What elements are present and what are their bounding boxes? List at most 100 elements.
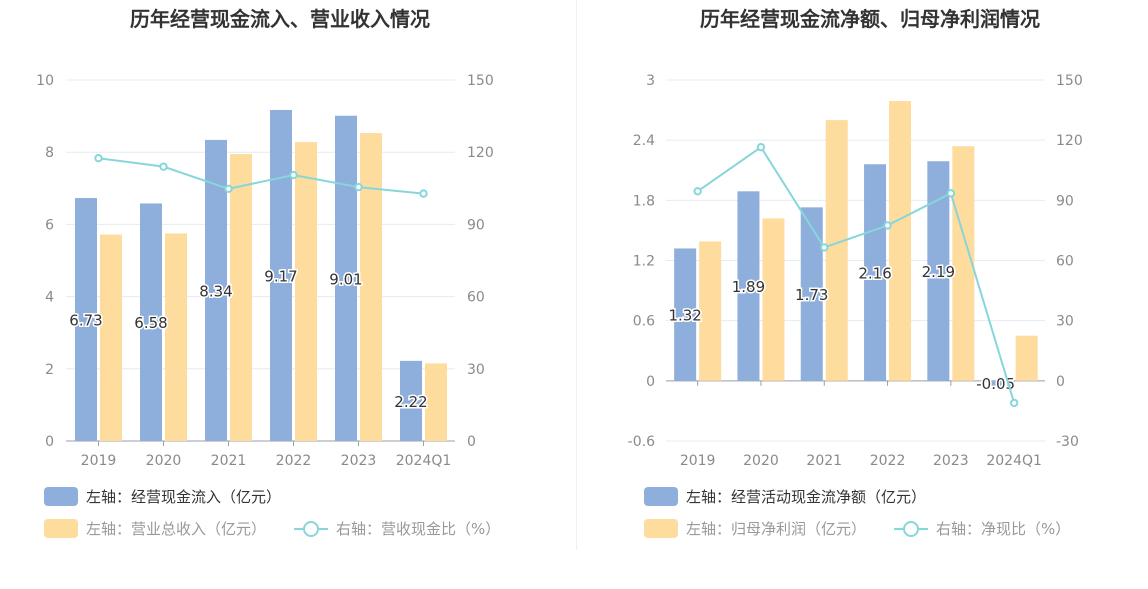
y-right-tick-label: 60: [1056, 254, 1074, 270]
bar-series-1: [990, 380, 1013, 386]
bar-series-2: [360, 133, 382, 441]
y-left-tick-label: 0: [646, 374, 655, 390]
bar-series-1: [927, 161, 950, 381]
bar-series-1: [335, 115, 357, 441]
y-left-tick-label: -0.6: [628, 434, 655, 450]
legend-label: 左轴：经营活动现金流净额（亿元）: [686, 488, 926, 506]
y-right-tick-label: 60: [467, 290, 485, 306]
legend-label: 左轴：经营现金流入（亿元）: [86, 488, 281, 506]
line-point: [1009, 398, 1019, 408]
bar-series-2: [952, 146, 975, 381]
data-label: 9.01: [329, 270, 362, 288]
legend-label: 右轴：净现比（%）: [936, 520, 1070, 538]
y-left-tick-label: 6: [45, 217, 54, 233]
bar-series-2: [295, 142, 317, 442]
legend-swatch-line-marker: [303, 521, 319, 537]
line-point: [756, 142, 766, 152]
bar-series-2: [425, 363, 447, 441]
line-series: [697, 145, 1016, 404]
y-right-tick-label: 150: [467, 73, 494, 89]
y-left-tick-label: 4: [45, 290, 54, 306]
data-label: 1.32: [668, 307, 701, 325]
line-point: [883, 221, 892, 230]
x-tick-label: 2024Q1: [396, 453, 452, 469]
x-tick-label: 2020: [146, 453, 182, 469]
chart-title: 历年经营现金流入、营业收入情况: [130, 7, 430, 31]
legend-label: 左轴：归母净利润（亿元）: [686, 520, 866, 538]
bar-series-1: [400, 360, 422, 441]
panel-divider: [576, 0, 577, 550]
y-left-tick-label: 2.4: [633, 133, 655, 149]
y-left-tick-label: 0: [45, 434, 54, 450]
line-point: [224, 184, 233, 193]
x-tick-label: 2022: [870, 453, 906, 469]
bar-series-2: [100, 234, 122, 441]
legend-swatch-line-marker: [903, 521, 919, 537]
line-point: [946, 189, 956, 198]
bar-series-2: [825, 120, 848, 381]
data-label: 1.89: [732, 278, 765, 296]
y-right-tick-label: 120: [467, 145, 494, 161]
bar-series-2: [165, 233, 187, 441]
cash-inflow-revenue-chart: 历年经营现金流入、营业收入情况 0 2 4 6 8 10 0 30 60 90 120 150 2019 6…: [36, 7, 500, 538]
line-point: [94, 154, 103, 163]
bar-series-2: [889, 101, 912, 381]
y-right-tick-label: 120: [1056, 133, 1083, 149]
net-cashflow-profit-chart: 历年经营现金流净额、归母净利润情况 -0.6 0 0.6 1.2 1.8 2.4 3 -30 0 3…: [574, 0, 1148, 589]
y-left-tick-label: 1.2: [633, 254, 655, 270]
x-tick-label: 2019: [680, 453, 716, 469]
y-right-tick-label: 90: [1056, 193, 1074, 209]
line-point: [289, 170, 298, 180]
legend-swatch-bar-2: [644, 519, 678, 538]
x-tick-label: 2021: [211, 453, 247, 469]
y-left-tick-label: 3: [646, 73, 655, 89]
x-tick-label: 2022: [276, 453, 312, 469]
y-left-tick-label: 0.6: [633, 314, 655, 330]
data-label: 2.22: [394, 393, 427, 411]
line-point: [419, 189, 428, 198]
line-point: [159, 162, 168, 171]
line-series: [98, 157, 424, 195]
bar-series-1: [864, 164, 887, 381]
chart-title: 历年经营现金流净额、归母净利润情况: [700, 7, 1040, 31]
data-label: 8.34: [199, 282, 232, 300]
line-point: [693, 187, 702, 196]
y-left-tick-label: 8: [45, 145, 54, 161]
y-left-tick-label: 10: [36, 73, 54, 89]
data-label: 6.73: [69, 312, 102, 330]
chart-canvas: 历年经营现金流入、营业收入情况 0 2 4 6 8 10 0 30 60 90 120 150 2019 6…: [36, 7, 500, 538]
x-tick-label: 2021: [806, 453, 842, 469]
legend-label: 左轴：营业总收入（亿元）: [86, 520, 266, 538]
bar-series-2: [699, 241, 722, 381]
bar-series-1: [800, 207, 823, 381]
data-label: 9.17: [264, 267, 297, 285]
y-right-tick-label: -30: [1056, 434, 1079, 450]
data-label: 6.58: [134, 314, 167, 332]
bar-series-2: [1015, 335, 1038, 381]
y-right-tick-label: 90: [467, 217, 485, 233]
y-right-tick-label: 30: [467, 362, 485, 378]
bar-series-1: [205, 139, 227, 441]
legend-label: 右轴：营收现金比（%）: [336, 520, 500, 538]
x-tick-label: 2019: [81, 453, 117, 469]
x-tick-label: 2024Q1: [986, 453, 1042, 469]
legend-swatch-bar-1: [644, 487, 678, 506]
data-label: 2.16: [858, 265, 891, 283]
bar-series-2: [230, 154, 252, 441]
bar-series-1: [674, 248, 697, 381]
y-right-tick-label: 0: [1056, 374, 1065, 390]
bar-series-1: [140, 203, 162, 441]
line-point: [354, 182, 363, 192]
bar-series-1: [737, 191, 760, 381]
data-label: 1.73: [795, 286, 828, 304]
data-label: 2.19: [922, 263, 955, 281]
line-point: [820, 243, 829, 252]
chart-canvas: 历年经营现金流净额、归母净利润情况 -0.6 0 0.6 1.2 1.8 2.4 3 -30 0 3…: [628, 7, 1083, 538]
bar-series-1: [270, 109, 292, 441]
legend-swatch-bar-2: [44, 519, 78, 538]
y-right-tick-label: 0: [467, 434, 476, 450]
y-right-tick-label: 150: [1056, 73, 1083, 89]
y-left-tick-label: 1.8: [633, 193, 655, 209]
x-tick-label: 2023: [341, 453, 377, 469]
